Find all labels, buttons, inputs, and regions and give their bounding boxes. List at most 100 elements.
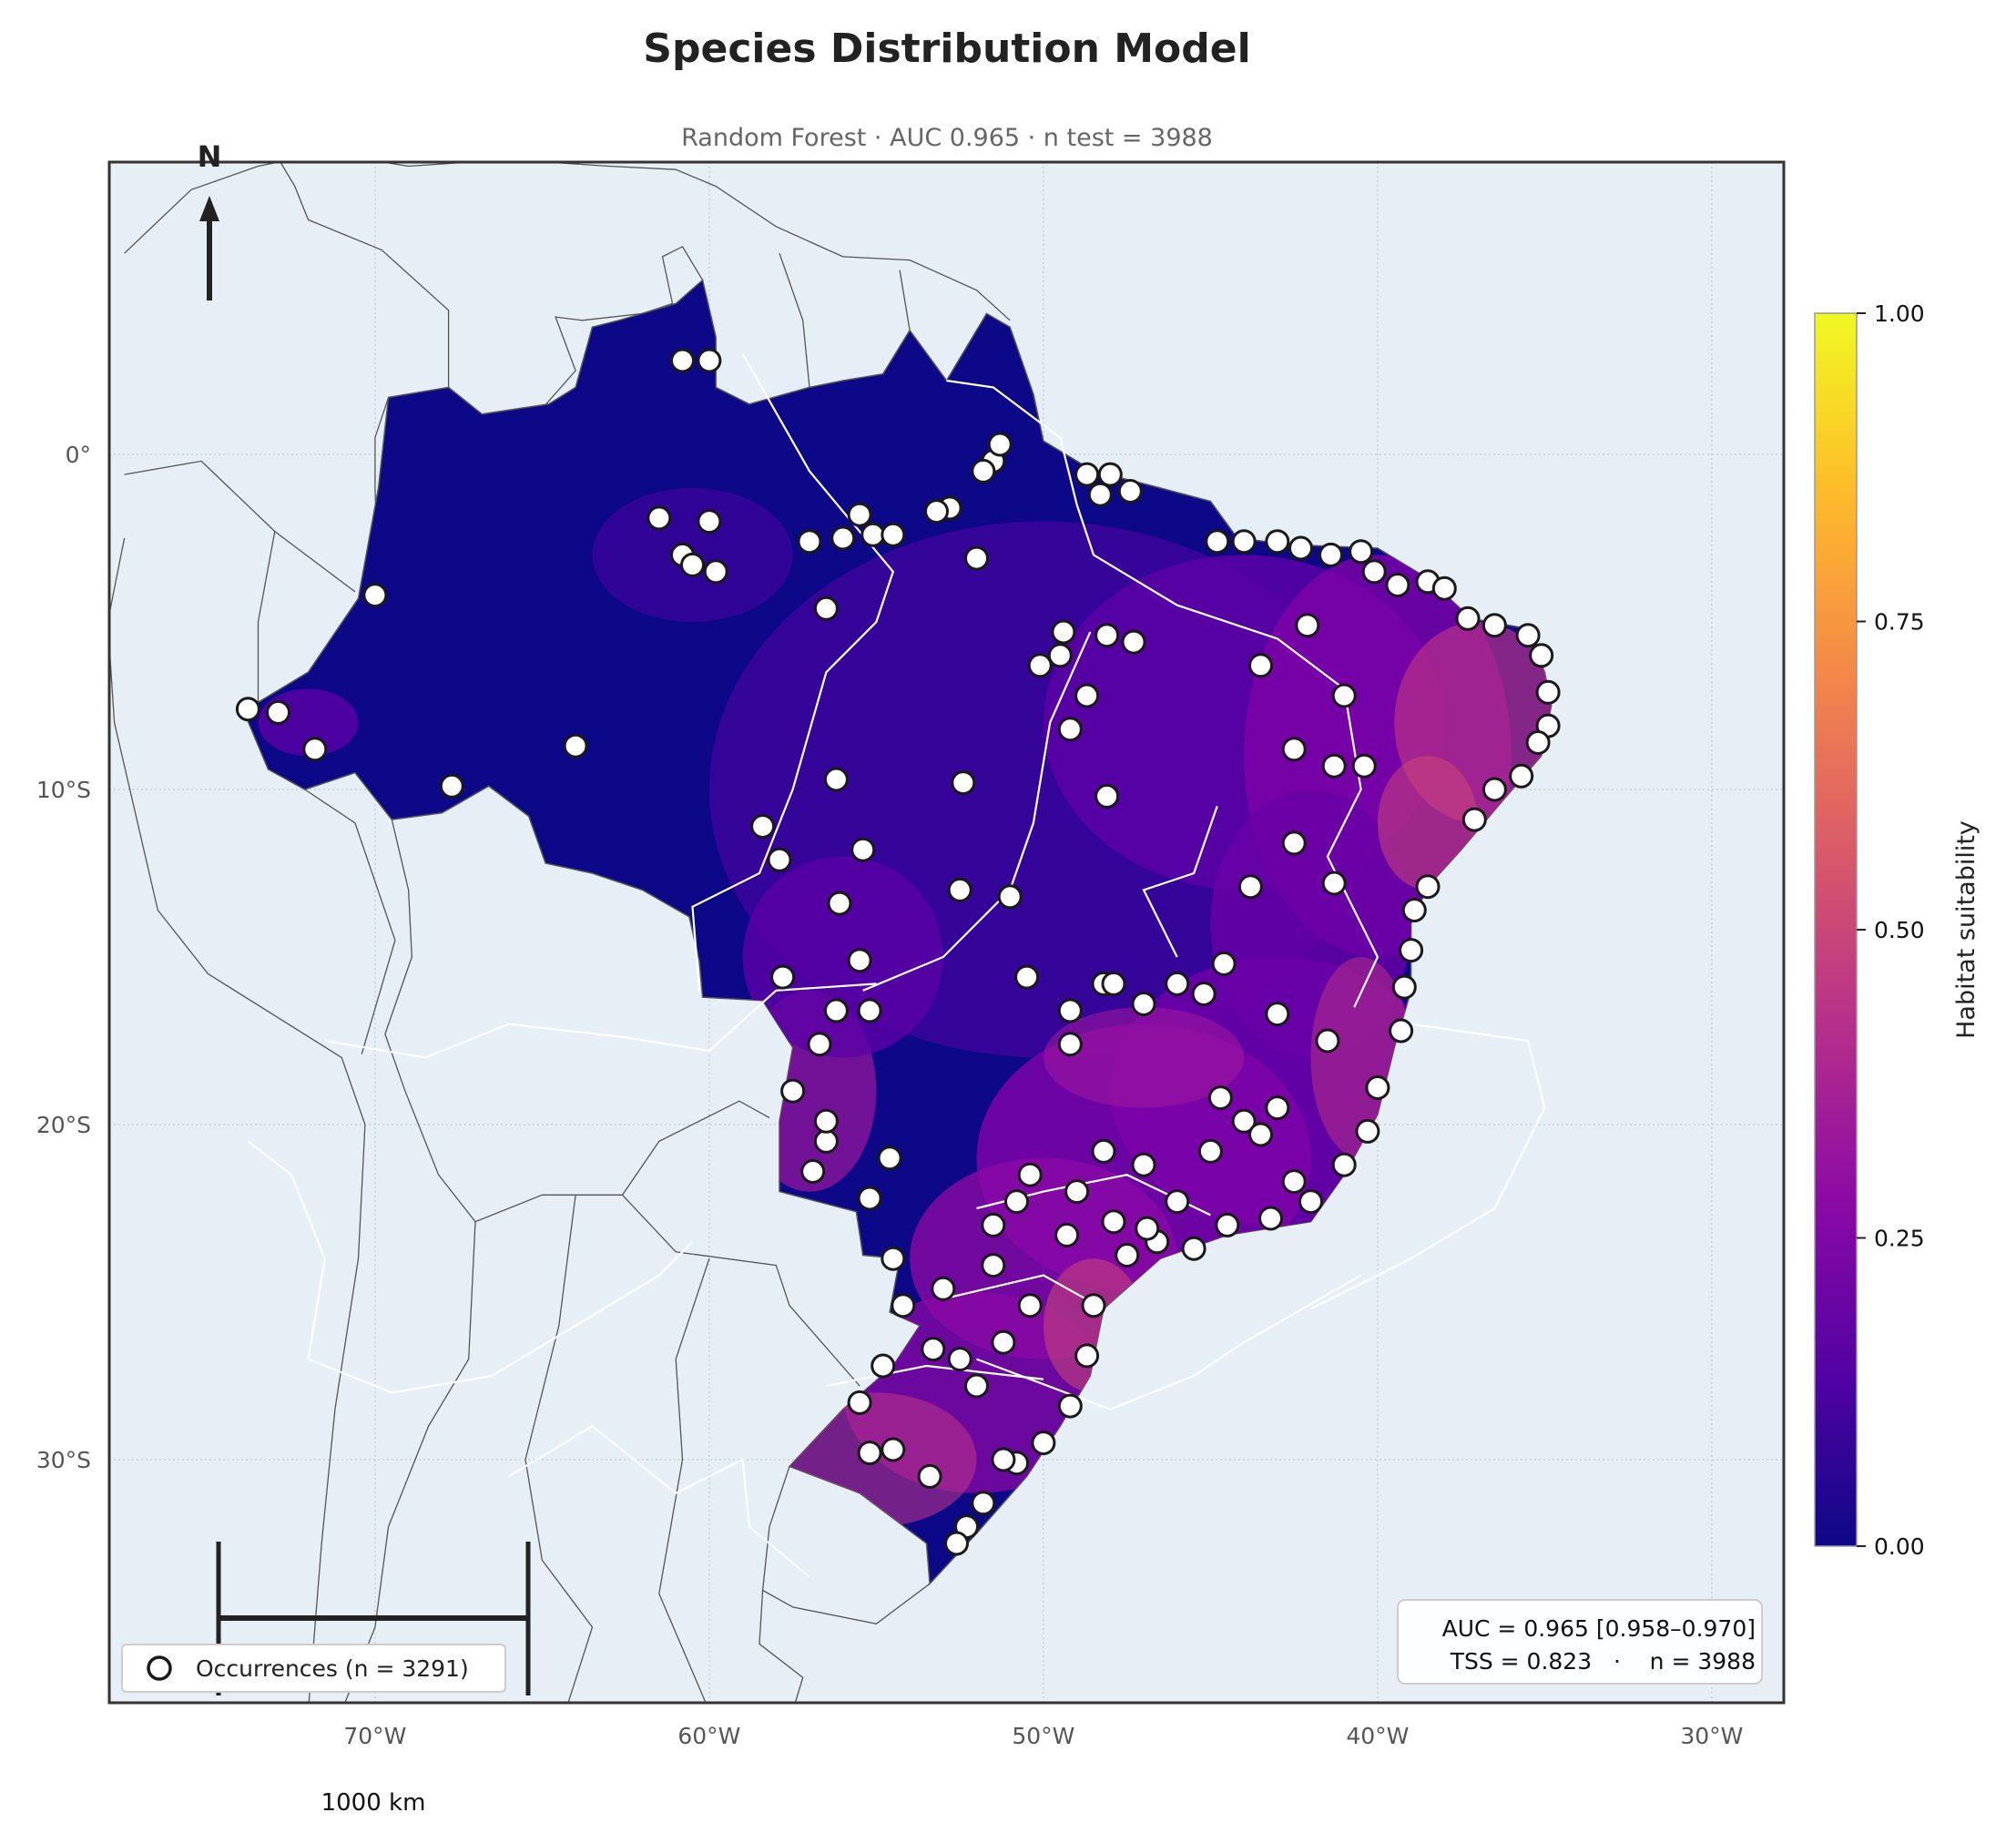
occurrence-point[interactable]: [1331, 683, 1357, 708]
occurrence-point[interactable]: [917, 1463, 942, 1489]
occurrence-point[interactable]: [857, 1441, 882, 1466]
occurrence-point[interactable]: [1265, 1002, 1290, 1027]
occurrence-point[interactable]: [1131, 1152, 1156, 1177]
occurrence-point[interactable]: [1047, 643, 1073, 668]
occurrence-point[interactable]: [1017, 1293, 1043, 1319]
occurrence-point[interactable]: [1131, 992, 1156, 1016]
occurrence-point[interactable]: [1295, 613, 1320, 638]
occurrence-point[interactable]: [563, 733, 588, 759]
occurrence-point[interactable]: [1399, 938, 1424, 963]
occurrence-point[interactable]: [1095, 623, 1120, 648]
occurrence-point[interactable]: [847, 502, 872, 527]
occurrence-point[interactable]: [1365, 1075, 1390, 1100]
occurrence-point[interactable]: [827, 891, 852, 916]
occurrence-point[interactable]: [997, 884, 1023, 910]
occurrence-point[interactable]: [1349, 539, 1374, 565]
occurrence-point[interactable]: [1051, 619, 1076, 645]
occurrence-point[interactable]: [964, 1373, 989, 1399]
occurrence-point[interactable]: [860, 522, 886, 547]
occurrence-point[interactable]: [1027, 653, 1053, 678]
occurrence-point[interactable]: [931, 1276, 956, 1301]
occurrence-point[interactable]: [877, 1146, 902, 1171]
occurrence-point[interactable]: [964, 545, 989, 571]
occurrence-point[interactable]: [881, 1246, 906, 1271]
occurrence-point[interactable]: [1331, 1152, 1357, 1177]
occurrence-point[interactable]: [1087, 482, 1113, 507]
occurrence-point[interactable]: [924, 499, 949, 524]
occurrence-point[interactable]: [1258, 1206, 1283, 1231]
occurrence-point[interactable]: [991, 1447, 1016, 1472]
occurrence-point[interactable]: [1064, 1179, 1090, 1205]
occurrence-point[interactable]: [981, 1212, 1006, 1237]
occurrence-point[interactable]: [1165, 971, 1190, 996]
occurrence-point[interactable]: [1191, 982, 1217, 1006]
occurrence-point[interactable]: [1248, 1122, 1273, 1147]
occurrence-point[interactable]: [981, 1253, 1006, 1278]
occurrence-point[interactable]: [857, 1186, 882, 1211]
occurrence-point[interactable]: [1095, 783, 1120, 809]
occurrence-point[interactable]: [1207, 1085, 1233, 1111]
occurrence-point[interactable]: [1525, 730, 1551, 755]
occurrence-point[interactable]: [987, 432, 1013, 457]
occurrence-point[interactable]: [1074, 683, 1100, 708]
occurrence-point[interactable]: [1101, 1209, 1126, 1235]
occurrence-point[interactable]: [1355, 1118, 1380, 1144]
occurrence-point[interactable]: [1481, 613, 1507, 638]
occurrence-point[interactable]: [813, 596, 839, 621]
occurrence-point[interactable]: [1057, 1393, 1083, 1419]
occurrence-point[interactable]: [703, 559, 728, 585]
occurrence-point[interactable]: [1057, 998, 1083, 1023]
occurrence-point[interactable]: [1054, 1222, 1080, 1247]
occurrence-point[interactable]: [697, 348, 722, 373]
occurrence-point[interactable]: [1117, 479, 1143, 504]
occurrence-point[interactable]: [847, 948, 872, 973]
occurrence-point[interactable]: [947, 877, 972, 902]
occurrence-point[interactable]: [1461, 807, 1487, 832]
occurrence-point[interactable]: [1321, 753, 1347, 779]
occurrence-point[interactable]: [1181, 1236, 1207, 1261]
occurrence-point[interactable]: [881, 522, 906, 547]
occurrence-point[interactable]: [1515, 623, 1541, 648]
occurrence-point[interactable]: [670, 348, 695, 373]
occurrence-point[interactable]: [750, 814, 776, 839]
occurrence-point[interactable]: [944, 1531, 969, 1556]
occurrence-point[interactable]: [1115, 1243, 1140, 1268]
occurrence-point[interactable]: [847, 1390, 872, 1415]
occurrence-point[interactable]: [1074, 462, 1100, 487]
occurrence-point[interactable]: [1101, 971, 1126, 996]
occurrence-point[interactable]: [439, 773, 464, 799]
occurrence-point[interactable]: [971, 458, 996, 484]
occurrence-point[interactable]: [362, 583, 388, 608]
occurrence-points[interactable]: [235, 348, 1561, 1556]
occurrence-point[interactable]: [1385, 573, 1410, 597]
occurrence-point[interactable]: [780, 1078, 806, 1104]
occurrence-point[interactable]: [1121, 629, 1146, 655]
occurrence-point[interactable]: [1529, 643, 1554, 668]
occurrence-point[interactable]: [1031, 1431, 1056, 1456]
occurrence-point[interactable]: [1298, 1189, 1323, 1215]
occurrence-point[interactable]: [1057, 717, 1083, 742]
occurrence-point[interactable]: [1205, 529, 1230, 555]
occurrence-point[interactable]: [1351, 753, 1377, 779]
occurrence-point[interactable]: [1389, 1018, 1414, 1044]
occurrence-point[interactable]: [1401, 898, 1427, 922]
occurrence-point[interactable]: [991, 1329, 1016, 1355]
occurrence-point[interactable]: [767, 847, 792, 872]
occurrence-point[interactable]: [823, 767, 849, 792]
occurrence-point[interactable]: [1281, 737, 1307, 762]
occurrence-point[interactable]: [1265, 1095, 1290, 1121]
occurrence-point[interactable]: [871, 1353, 896, 1379]
occurrence-point[interactable]: [971, 1491, 996, 1516]
occurrence-point[interactable]: [1281, 830, 1307, 856]
occurrence-point[interactable]: [1431, 575, 1457, 601]
occurrence-point[interactable]: [1017, 1162, 1043, 1187]
occurrence-point[interactable]: [647, 505, 672, 531]
occurrence-point[interactable]: [1215, 1212, 1240, 1237]
occurrence-point[interactable]: [813, 1128, 839, 1154]
occurrence-point[interactable]: [1014, 964, 1040, 990]
occurrence-point[interactable]: [1248, 653, 1273, 678]
occurrence-point[interactable]: [850, 837, 876, 862]
occurrence-point[interactable]: [770, 964, 796, 990]
occurrence-point[interactable]: [680, 552, 705, 577]
occurrence-point[interactable]: [1481, 777, 1507, 802]
